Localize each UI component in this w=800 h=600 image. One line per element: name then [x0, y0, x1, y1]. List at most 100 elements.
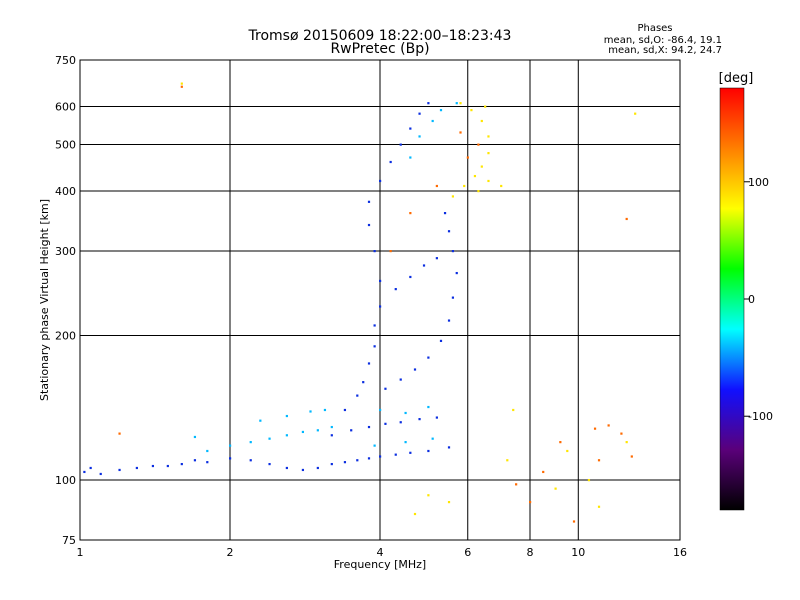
colorbar-label: [deg]: [719, 71, 754, 86]
data-point: [529, 500, 532, 504]
data-point: [480, 165, 483, 168]
data-point: [487, 135, 490, 138]
data-point: [466, 156, 469, 159]
data-point: [384, 422, 387, 425]
data-point: [394, 453, 397, 456]
colorbar-tick-label: 100: [748, 176, 769, 189]
y-tick-label: 750: [55, 54, 76, 67]
data-point: [135, 466, 138, 470]
data-point: [249, 441, 252, 444]
point-series: [83, 102, 458, 476]
colorbar-tick-label: 0: [748, 293, 755, 306]
stats-title: Phases: [637, 23, 672, 34]
data-point: [409, 156, 412, 159]
chart-title: Tromsø 20150609 18:22:00–18:23:43: [248, 28, 512, 44]
data-point: [630, 455, 633, 458]
data-point: [379, 408, 382, 412]
data-point: [451, 195, 455, 198]
data-point: [350, 429, 353, 432]
y-tick-label: 400: [55, 185, 76, 198]
stats-x-mode: mean, sd,X: 94.2, 24.7: [608, 45, 722, 56]
data-point: [473, 174, 477, 178]
data-point: [413, 368, 417, 371]
data-point: [367, 457, 371, 460]
data-point: [435, 184, 438, 188]
data-point: [451, 296, 455, 299]
data-point: [193, 459, 197, 462]
data-point: [435, 257, 438, 260]
data-point: [409, 127, 412, 130]
data-point: [427, 405, 430, 409]
data-point: [418, 418, 421, 421]
data-point: [229, 444, 232, 447]
data-point: [572, 520, 576, 523]
data-point: [379, 279, 382, 283]
data-point: [89, 466, 92, 470]
data-point: [459, 102, 462, 105]
data-point: [443, 212, 447, 215]
data-point: [384, 387, 387, 390]
data-point: [512, 408, 515, 412]
data-point: [431, 437, 434, 440]
data-point: [625, 441, 628, 444]
y-axis-ticks: 75 100 200 300 400 500 600 750: [55, 54, 76, 547]
data-point: [597, 459, 601, 462]
data-point: [404, 411, 407, 415]
data-point: [409, 212, 412, 215]
data-point: [373, 324, 376, 327]
data-point: [373, 345, 376, 348]
grid-lines: [80, 60, 680, 540]
data-point: [463, 184, 466, 188]
stats-o-mode: mean, sd,O: -86.4, 19.1: [604, 35, 722, 46]
x-tick-label: 1: [77, 546, 84, 559]
data-point: [301, 468, 305, 472]
data-point: [309, 410, 312, 413]
data-point: [409, 451, 412, 454]
data-point: [99, 472, 102, 476]
data-point: [447, 230, 451, 233]
data-point: [418, 135, 421, 138]
data-point: [367, 425, 371, 429]
data-point: [166, 464, 169, 468]
data-point: [118, 432, 121, 435]
colorbar-ticks: -100 0 100: [744, 176, 773, 423]
data-point: [451, 250, 455, 253]
point-series: [193, 102, 458, 453]
data-point: [484, 105, 487, 108]
data-point: [367, 223, 371, 227]
data-point: [118, 468, 121, 472]
data-point: [506, 459, 509, 462]
data-point: [249, 459, 252, 462]
data-point: [459, 131, 462, 134]
data-point: [487, 152, 490, 155]
data-point: [427, 356, 430, 359]
y-tick-label: 75: [62, 534, 76, 547]
data-point: [379, 455, 382, 458]
data-point: [427, 102, 430, 105]
data-point: [206, 461, 209, 464]
data-point: [259, 419, 262, 422]
data-point: [301, 430, 305, 434]
data-point: [268, 437, 271, 440]
data-point: [566, 449, 569, 453]
data-point: [439, 339, 443, 343]
data-point: [399, 378, 402, 381]
data-point: [330, 425, 333, 429]
data-point: [500, 184, 503, 188]
point-series: [180, 82, 637, 516]
data-point: [554, 487, 557, 490]
data-point: [447, 446, 451, 449]
data-point: [625, 217, 628, 221]
data-point: [435, 416, 438, 419]
y-tick-label: 600: [55, 101, 76, 114]
data-point: [367, 362, 371, 365]
data-point: [597, 505, 601, 508]
data-point: [439, 109, 443, 112]
data-point: [285, 434, 288, 437]
data-point: [193, 435, 197, 439]
data-point: [206, 449, 209, 453]
data-point: [316, 466, 319, 470]
data-point: [477, 190, 480, 193]
data-point: [379, 305, 382, 308]
scatter-points: [83, 82, 637, 523]
